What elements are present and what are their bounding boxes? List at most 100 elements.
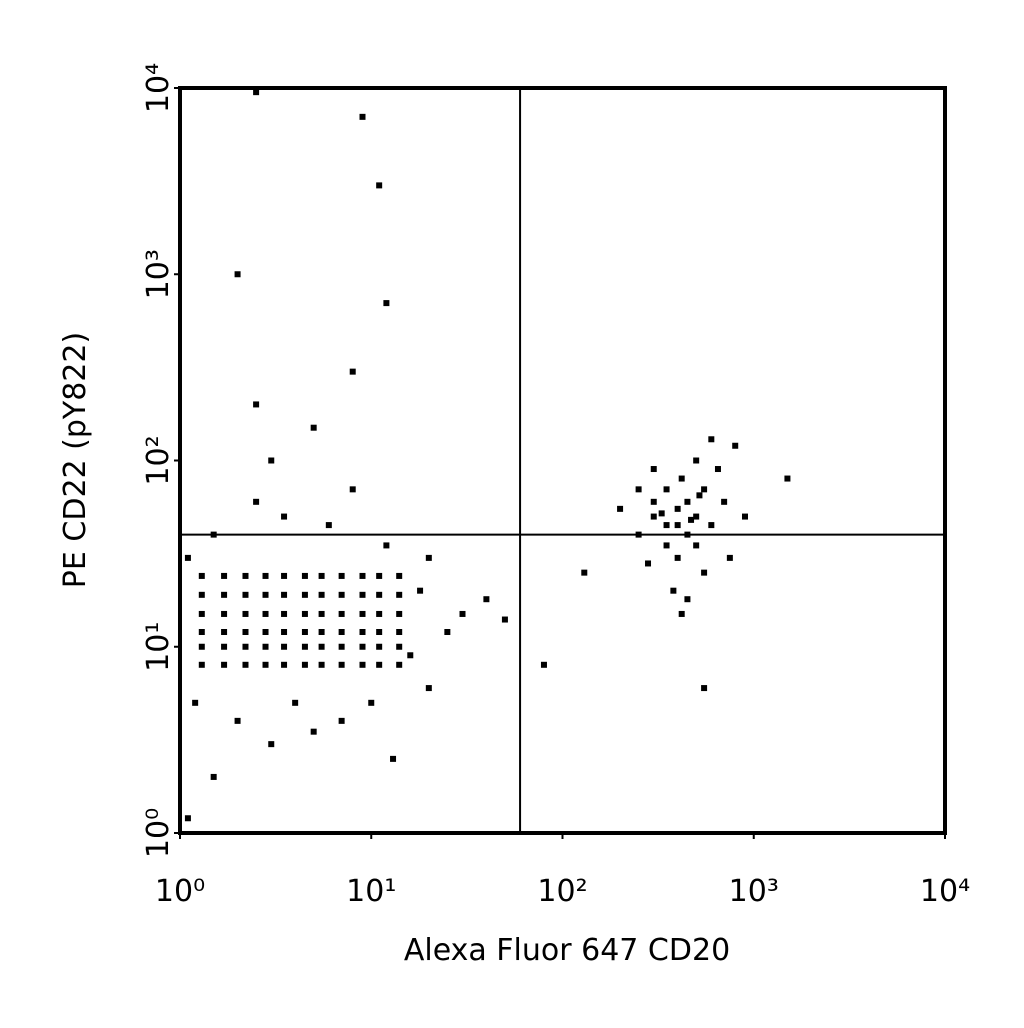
point [242,610,249,617]
point [198,643,205,650]
point [184,815,191,822]
point [721,498,728,505]
y-tick-label: 10² [141,435,176,485]
point [501,616,508,623]
point [376,572,383,579]
point [359,610,366,617]
point [310,728,317,735]
point [701,685,708,692]
point [684,596,691,603]
plot-frame [178,86,947,835]
point [262,591,269,598]
point [670,587,677,594]
point [741,513,748,520]
point [708,436,715,443]
point [693,513,700,520]
point [376,629,383,636]
point [359,661,366,668]
point [483,596,490,603]
point [221,661,228,668]
point [383,542,390,549]
point [693,542,700,549]
point [359,629,366,636]
point [617,505,624,512]
point [663,522,670,529]
point [726,554,733,561]
point [784,475,791,482]
point [359,591,366,598]
point [301,610,308,617]
point [262,629,269,636]
point [262,610,269,617]
point [650,513,657,520]
x-tick-label: 10³ [729,874,779,909]
point [242,643,249,650]
point [301,591,308,598]
point [198,591,205,598]
point [234,717,241,724]
point [540,661,547,668]
point [318,643,325,650]
point [645,560,652,567]
point [650,498,657,505]
point [425,685,432,692]
point [396,591,403,598]
point [390,755,397,762]
point [338,717,345,724]
point [338,661,345,668]
point [221,643,228,650]
point [198,610,205,617]
point [581,569,588,576]
point [281,629,288,636]
point [221,572,228,579]
point [459,610,466,617]
point [696,492,703,499]
x-tick-label: 10⁴ [920,874,970,909]
point [242,629,249,636]
point [674,505,681,512]
point [678,610,685,617]
plot-marks [180,88,945,833]
point [444,629,451,636]
point [281,572,288,579]
point [198,661,205,668]
point [281,591,288,598]
point [318,572,325,579]
point [262,643,269,650]
point [635,486,642,493]
y-tick-label: 10¹ [141,622,176,672]
point [338,643,345,650]
point [376,661,383,668]
point [349,368,356,375]
point [192,699,199,706]
point [376,610,383,617]
point [318,629,325,636]
point [210,773,217,780]
point [253,401,260,408]
point [221,629,228,636]
point [221,610,228,617]
point [253,498,260,505]
point [359,572,366,579]
point [301,661,308,668]
point [396,610,403,617]
point [184,554,191,561]
y-tick-label: 10⁰ [141,808,176,858]
point [281,513,288,520]
point [292,699,299,706]
point [359,643,366,650]
point [359,113,366,120]
point [701,569,708,576]
y-tick-label: 10³ [141,249,176,299]
point [242,591,249,598]
point [732,442,739,449]
point [301,572,308,579]
point [281,661,288,668]
point [268,741,275,748]
y-tick-label: 10⁴ [141,63,176,113]
point [262,572,269,579]
point [338,629,345,636]
point [268,457,275,464]
point [301,643,308,650]
x-tick-label: 10¹ [346,874,396,909]
